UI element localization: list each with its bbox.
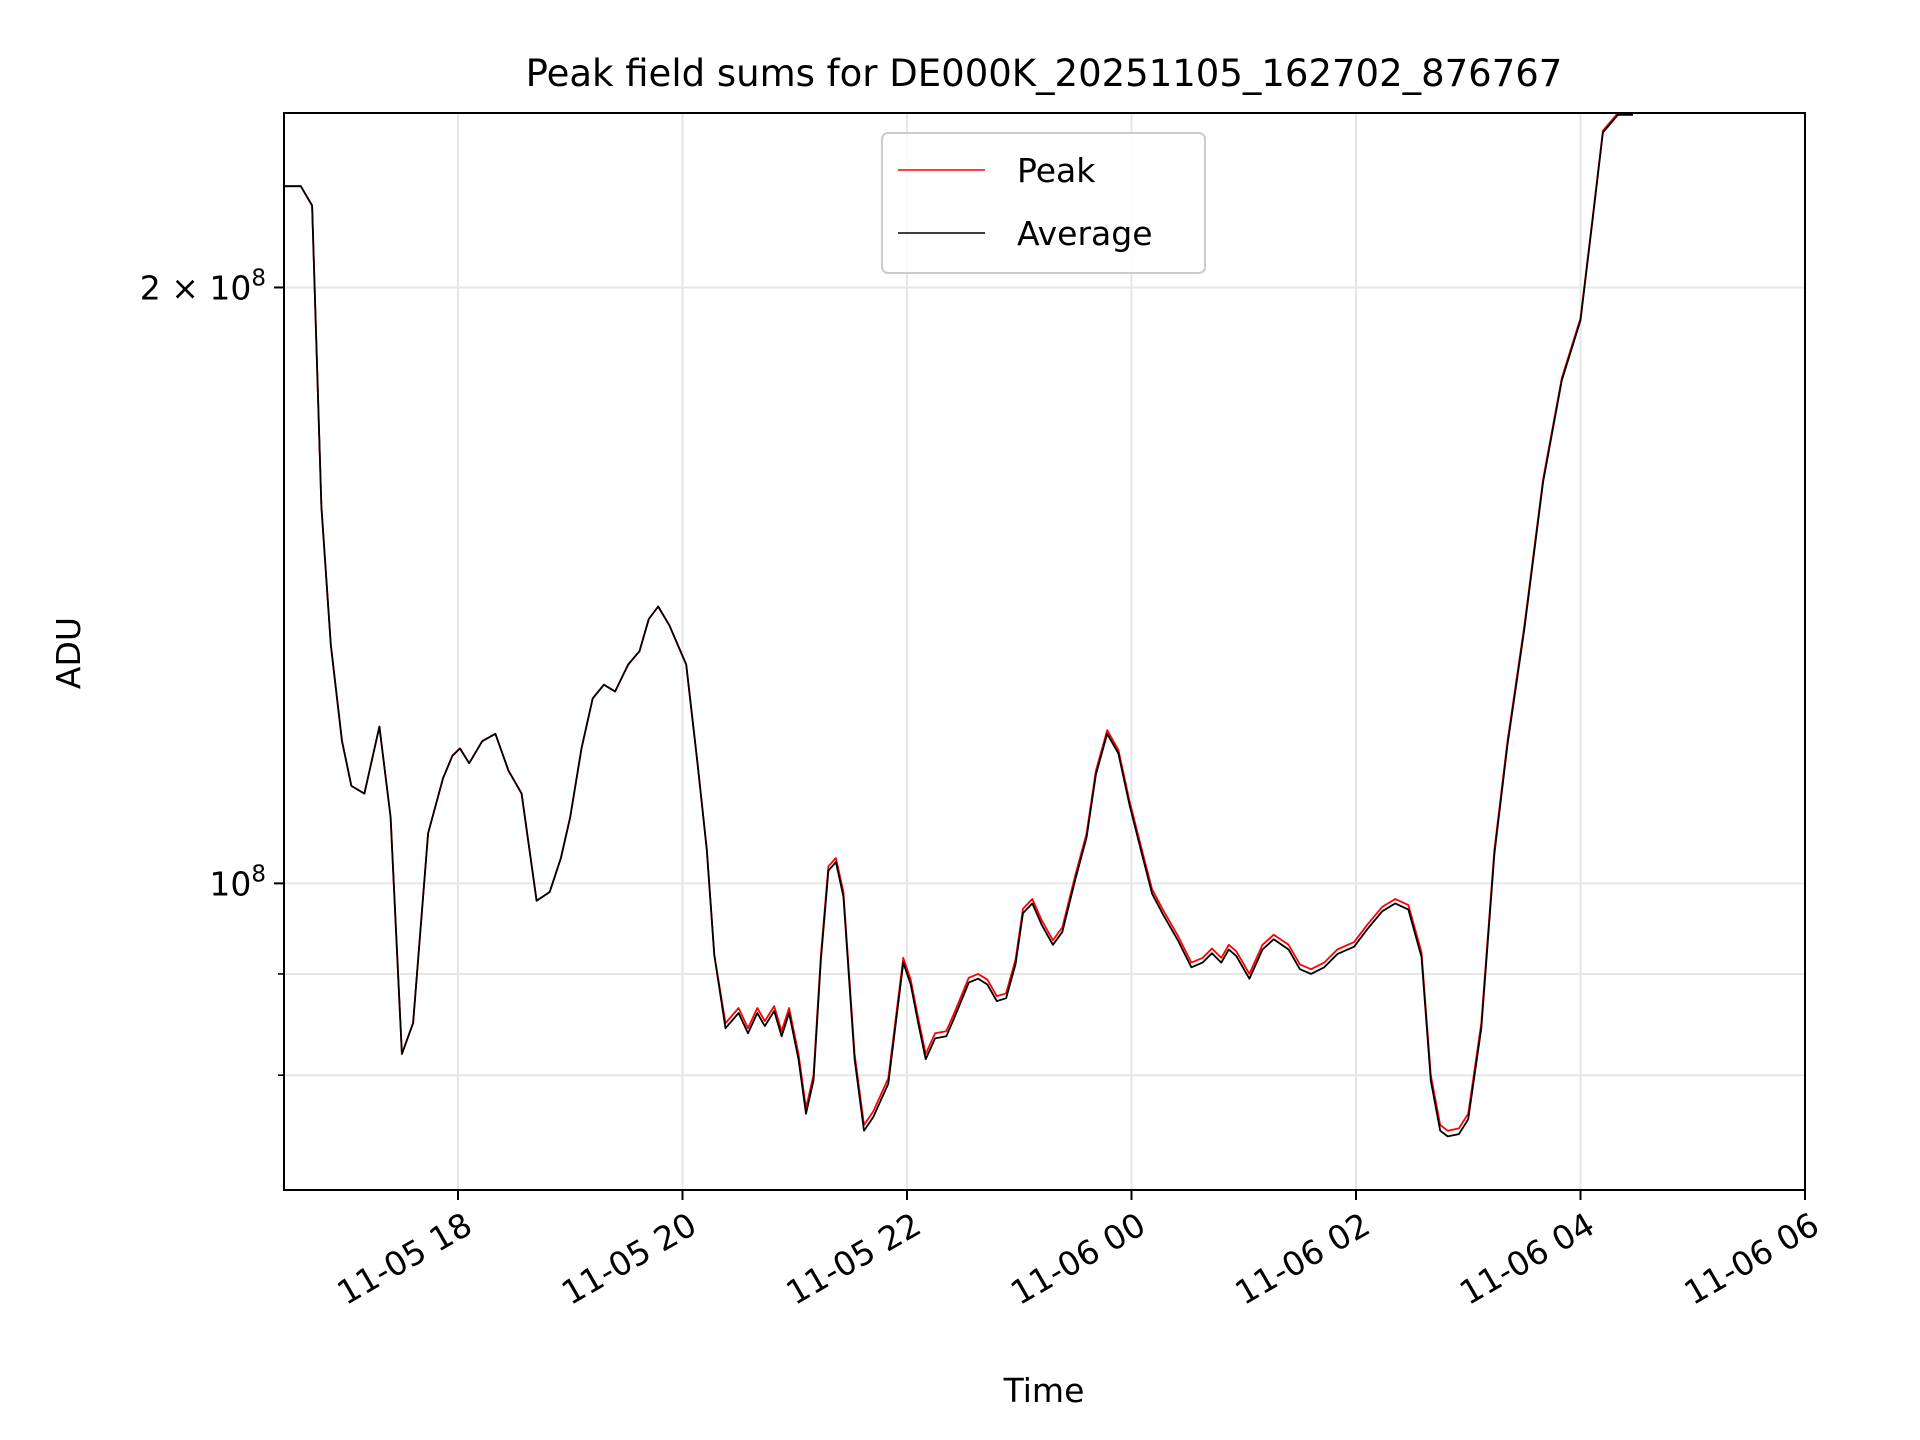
legend: Peak Average: [881, 132, 1206, 274]
legend-peak-label: Peak: [1017, 151, 1096, 190]
grid-lines: [284, 113, 1806, 1190]
y-axis-label: ADU: [49, 617, 88, 689]
legend-box: [881, 132, 1206, 274]
x-axis-label: Time: [1003, 1371, 1085, 1410]
legend-average-label: Average: [1017, 214, 1153, 253]
average-series-line: [284, 113, 1633, 1138]
y-tick-label: 2 × 108: [140, 265, 266, 307]
plot-lines: [284, 113, 1633, 1138]
chart-title: Peak field sums for DE000K_20251105_1627…: [526, 52, 1563, 95]
plot-frame: [283, 112, 1806, 1191]
